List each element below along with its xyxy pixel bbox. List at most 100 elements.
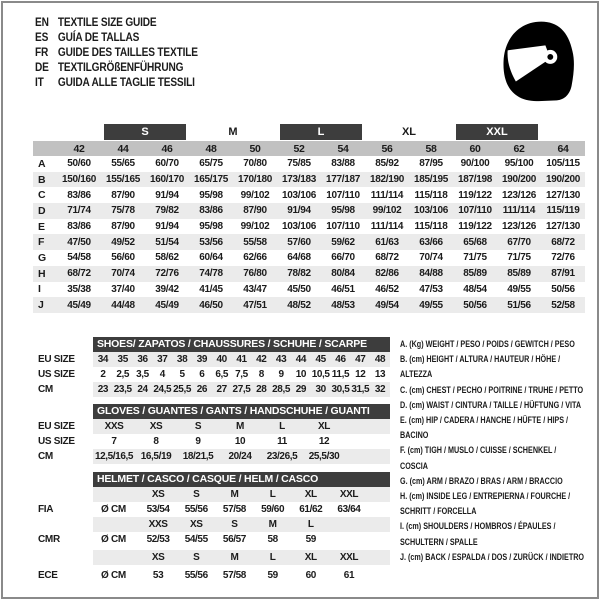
size-column-header: 56 — [381, 142, 393, 155]
unit-label: Ø CM — [101, 504, 126, 515]
size-column-header: 64 — [557, 142, 569, 155]
size-cell: 63/64 — [337, 504, 361, 515]
size-cell: 23/26,5 — [266, 451, 298, 462]
size-column-header: 48 — [205, 142, 217, 155]
measure-cell: 85/92 — [375, 158, 399, 170]
measure-cell: 46/51 — [331, 283, 355, 295]
row-values: XS S M L XL XXL — [93, 487, 390, 502]
size-group-xxl: XXL — [453, 124, 541, 140]
size-group-label: XL — [401, 126, 417, 138]
measure-cell: 37/40 — [111, 283, 135, 295]
legend-item: H. (cm) INSIDE LEG / ENTREPIERNA / FOURC… — [400, 491, 571, 517]
legend-item: G. (cm) ARM / BRAZO / BRAS / ARM / BRACC… — [400, 475, 563, 486]
size-cell: 7 — [111, 436, 117, 447]
size-cell: 2,5 — [116, 369, 130, 380]
measure-cell: 91/94 — [155, 189, 179, 201]
measure-cell: 150/160 — [61, 174, 97, 186]
measure-cell: 87/90 — [243, 205, 267, 217]
measure-cell: 82/86 — [375, 268, 399, 280]
row-label: ECE — [38, 570, 58, 581]
measure-cell: 63/66 — [419, 236, 443, 248]
measure-cell: 53/56 — [199, 236, 223, 248]
size-cell: 57/58 — [222, 504, 246, 515]
measure-cell: 87/91 — [551, 268, 575, 280]
measure-cell: 78/82 — [287, 268, 311, 280]
size-group-label: M — [228, 126, 238, 138]
size-cell: 30,5 — [331, 384, 350, 395]
legend-item: I. (cm) SHOULDERS / HOMBROS / ÉPAULES / … — [400, 521, 556, 547]
measure-cell: 103/106 — [413, 205, 449, 217]
language-code: EN — [35, 17, 49, 29]
size-cell: XS — [149, 421, 163, 432]
size-cell: 27,5 — [232, 384, 251, 395]
size-cell: 38 — [176, 354, 188, 365]
table-header-row: HELMET / CASCO / CASQUE / HELM / CASCO — [38, 471, 390, 487]
size-cell: 9 — [278, 369, 284, 380]
measure-row-label: I — [38, 283, 41, 296]
language-row-en: EN TEXTILE SIZE GUIDE — [35, 16, 237, 31]
measure-cell: 107/110 — [326, 221, 360, 233]
measure-cell: 87/90 — [111, 189, 135, 201]
measure-cell: 45/50 — [287, 283, 311, 295]
language-code: FR — [35, 47, 49, 59]
legend-item: E. (cm) HIP / CADERA / HANCHE / HÜFTE / … — [400, 415, 569, 441]
table-header-row: GLOVES / GUANTES / GANTS / HANDSCHUHE / … — [38, 403, 390, 419]
table-title-bar: GLOVES / GUANTES / GANTS / HANDSCHUHE / … — [93, 403, 390, 419]
size-cell: L — [269, 552, 276, 563]
size-cell: 25,5/30 — [308, 451, 340, 462]
measure-cell: 51/56 — [507, 299, 531, 311]
size-cell: 53/54 — [146, 504, 170, 515]
size-cell: 10 — [234, 436, 246, 447]
row-label: EU SIZE — [38, 354, 75, 365]
language-row-fr: FR GUIDE DES TAILLES TEXTILE — [35, 46, 237, 61]
size-cell: 30 — [315, 384, 327, 395]
measure-cell: 99/102 — [372, 205, 402, 217]
measure-cell: 51/54 — [155, 236, 179, 248]
row-values: XXS XS S M L XL — [93, 419, 390, 434]
language-title-block: EN TEXTILE SIZE GUIDE ES GUÍA DE TALLAS FR GU… — [35, 16, 237, 91]
guide-title: TEXTILE SIZE GUIDE — [57, 17, 157, 29]
size-cell: 59 — [305, 534, 317, 545]
legend-item: C. (cm) CHEST / PECHO / POITRINE / TRUHE… — [400, 384, 584, 395]
measure-row-label: A — [38, 157, 46, 170]
size-group-label: XXL — [456, 124, 538, 140]
row-values: Ø CM 52/53 54/55 56/57 58 59 — [93, 532, 390, 547]
size-cell: 7,5 — [235, 369, 248, 380]
size-group-m: M — [189, 124, 277, 140]
size-cell: 23,5 — [113, 384, 132, 395]
measure-cell: 119/122 — [458, 221, 492, 233]
measure-cell: 49/54 — [375, 299, 399, 311]
size-cell: 27 — [216, 384, 228, 395]
measure-cell: 55/65 — [111, 158, 135, 170]
measure-row-a: A 50/60 55/65 60/70 65/75 70/80 75/85 83/88 85/9… — [33, 156, 585, 172]
helmet-icon — [503, 21, 574, 102]
size-cell: 42 — [256, 354, 267, 365]
measure-cell: 47/51 — [243, 299, 267, 311]
size-cell: 53 — [152, 570, 164, 581]
measure-cell: 75/78 — [111, 205, 135, 217]
measure-cell: 127/130 — [545, 189, 581, 201]
measure-cell: 182/190 — [369, 174, 405, 186]
measure-cell: 71/75 — [507, 252, 531, 264]
measure-cell: 46/50 — [199, 299, 223, 311]
measure-cell: 87/90 — [111, 221, 135, 233]
size-cell: 20/24 — [228, 451, 252, 462]
measure-cell: 115/118 — [414, 189, 448, 201]
measure-cell: 75/85 — [287, 158, 311, 170]
measure-row-h: H 68/72 70/74 72/76 74/78 76/80 78/82 80/84 82/8… — [33, 265, 585, 282]
size-column-header: 44 — [117, 142, 129, 155]
measure-cell: 103/106 — [281, 221, 317, 233]
measure-row-b: B 150/160 155/165 160/170 165/175 170/180 173/… — [33, 171, 585, 188]
size-cell: 26 — [196, 384, 208, 395]
measure-cell: 61/63 — [375, 236, 399, 248]
row-label: US SIZE — [38, 436, 75, 447]
measure-cell: 71/75 — [463, 252, 487, 264]
measure-cell: 44/48 — [111, 299, 135, 311]
size-cell: 8 — [153, 436, 159, 447]
size-cell: L — [279, 421, 285, 432]
size-cell: 43 — [275, 354, 287, 365]
size-cell: 12,5/16,5 — [94, 451, 134, 462]
size-cell: S — [193, 552, 200, 563]
size-cell: 47 — [355, 354, 366, 365]
